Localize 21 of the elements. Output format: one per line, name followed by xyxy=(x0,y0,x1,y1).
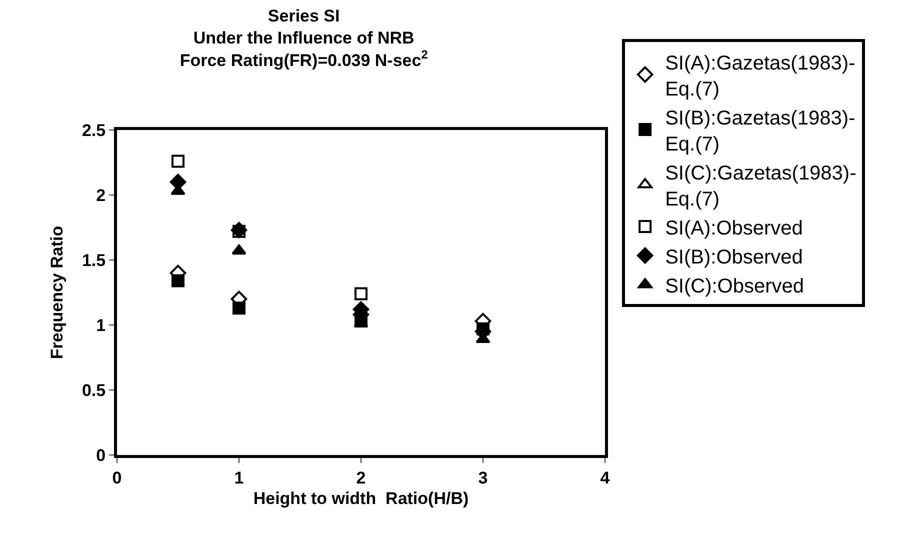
x-tick-label: 0 xyxy=(112,468,122,488)
legend-label: SI(A):Observed xyxy=(665,217,803,240)
x-tick-label: 2 xyxy=(356,468,366,488)
legend-label: SI(B):Observed xyxy=(665,246,803,268)
y-tick-label: 2 xyxy=(96,186,106,205)
y-tick-label: 0.5 xyxy=(82,380,106,400)
x-tick-label: 3 xyxy=(478,468,488,488)
y-axis-title: Frequency Ratio xyxy=(48,226,67,360)
x-axis-title: Height to width Ratio(H/B) xyxy=(253,488,469,508)
y-tick-label: 1.5 xyxy=(82,250,106,270)
legend-label: SI(C):Gazetas(1983)- Eq.(7) xyxy=(665,162,856,210)
y-tick-label: 2.5 xyxy=(82,120,106,140)
y-tick-label: 0 xyxy=(96,446,106,465)
chart-title: Series SI xyxy=(268,6,340,26)
y-tick-label: 1 xyxy=(96,316,106,335)
legend-label: SI(A):Gazetas(1983)- Eq.(7) xyxy=(665,52,856,100)
x-tick-label: 4 xyxy=(600,468,610,488)
x-tick-label: 1 xyxy=(234,468,244,488)
chart-subtitle: Under the Influence of NRB Force Rating(FR)=0.039 N-sec$^{2}$ xyxy=(180,28,428,70)
legend-label: SI(C):Observed xyxy=(665,275,804,298)
legend-label: SI(B):Gazetas(1983)- Eq.(7) xyxy=(665,107,856,156)
